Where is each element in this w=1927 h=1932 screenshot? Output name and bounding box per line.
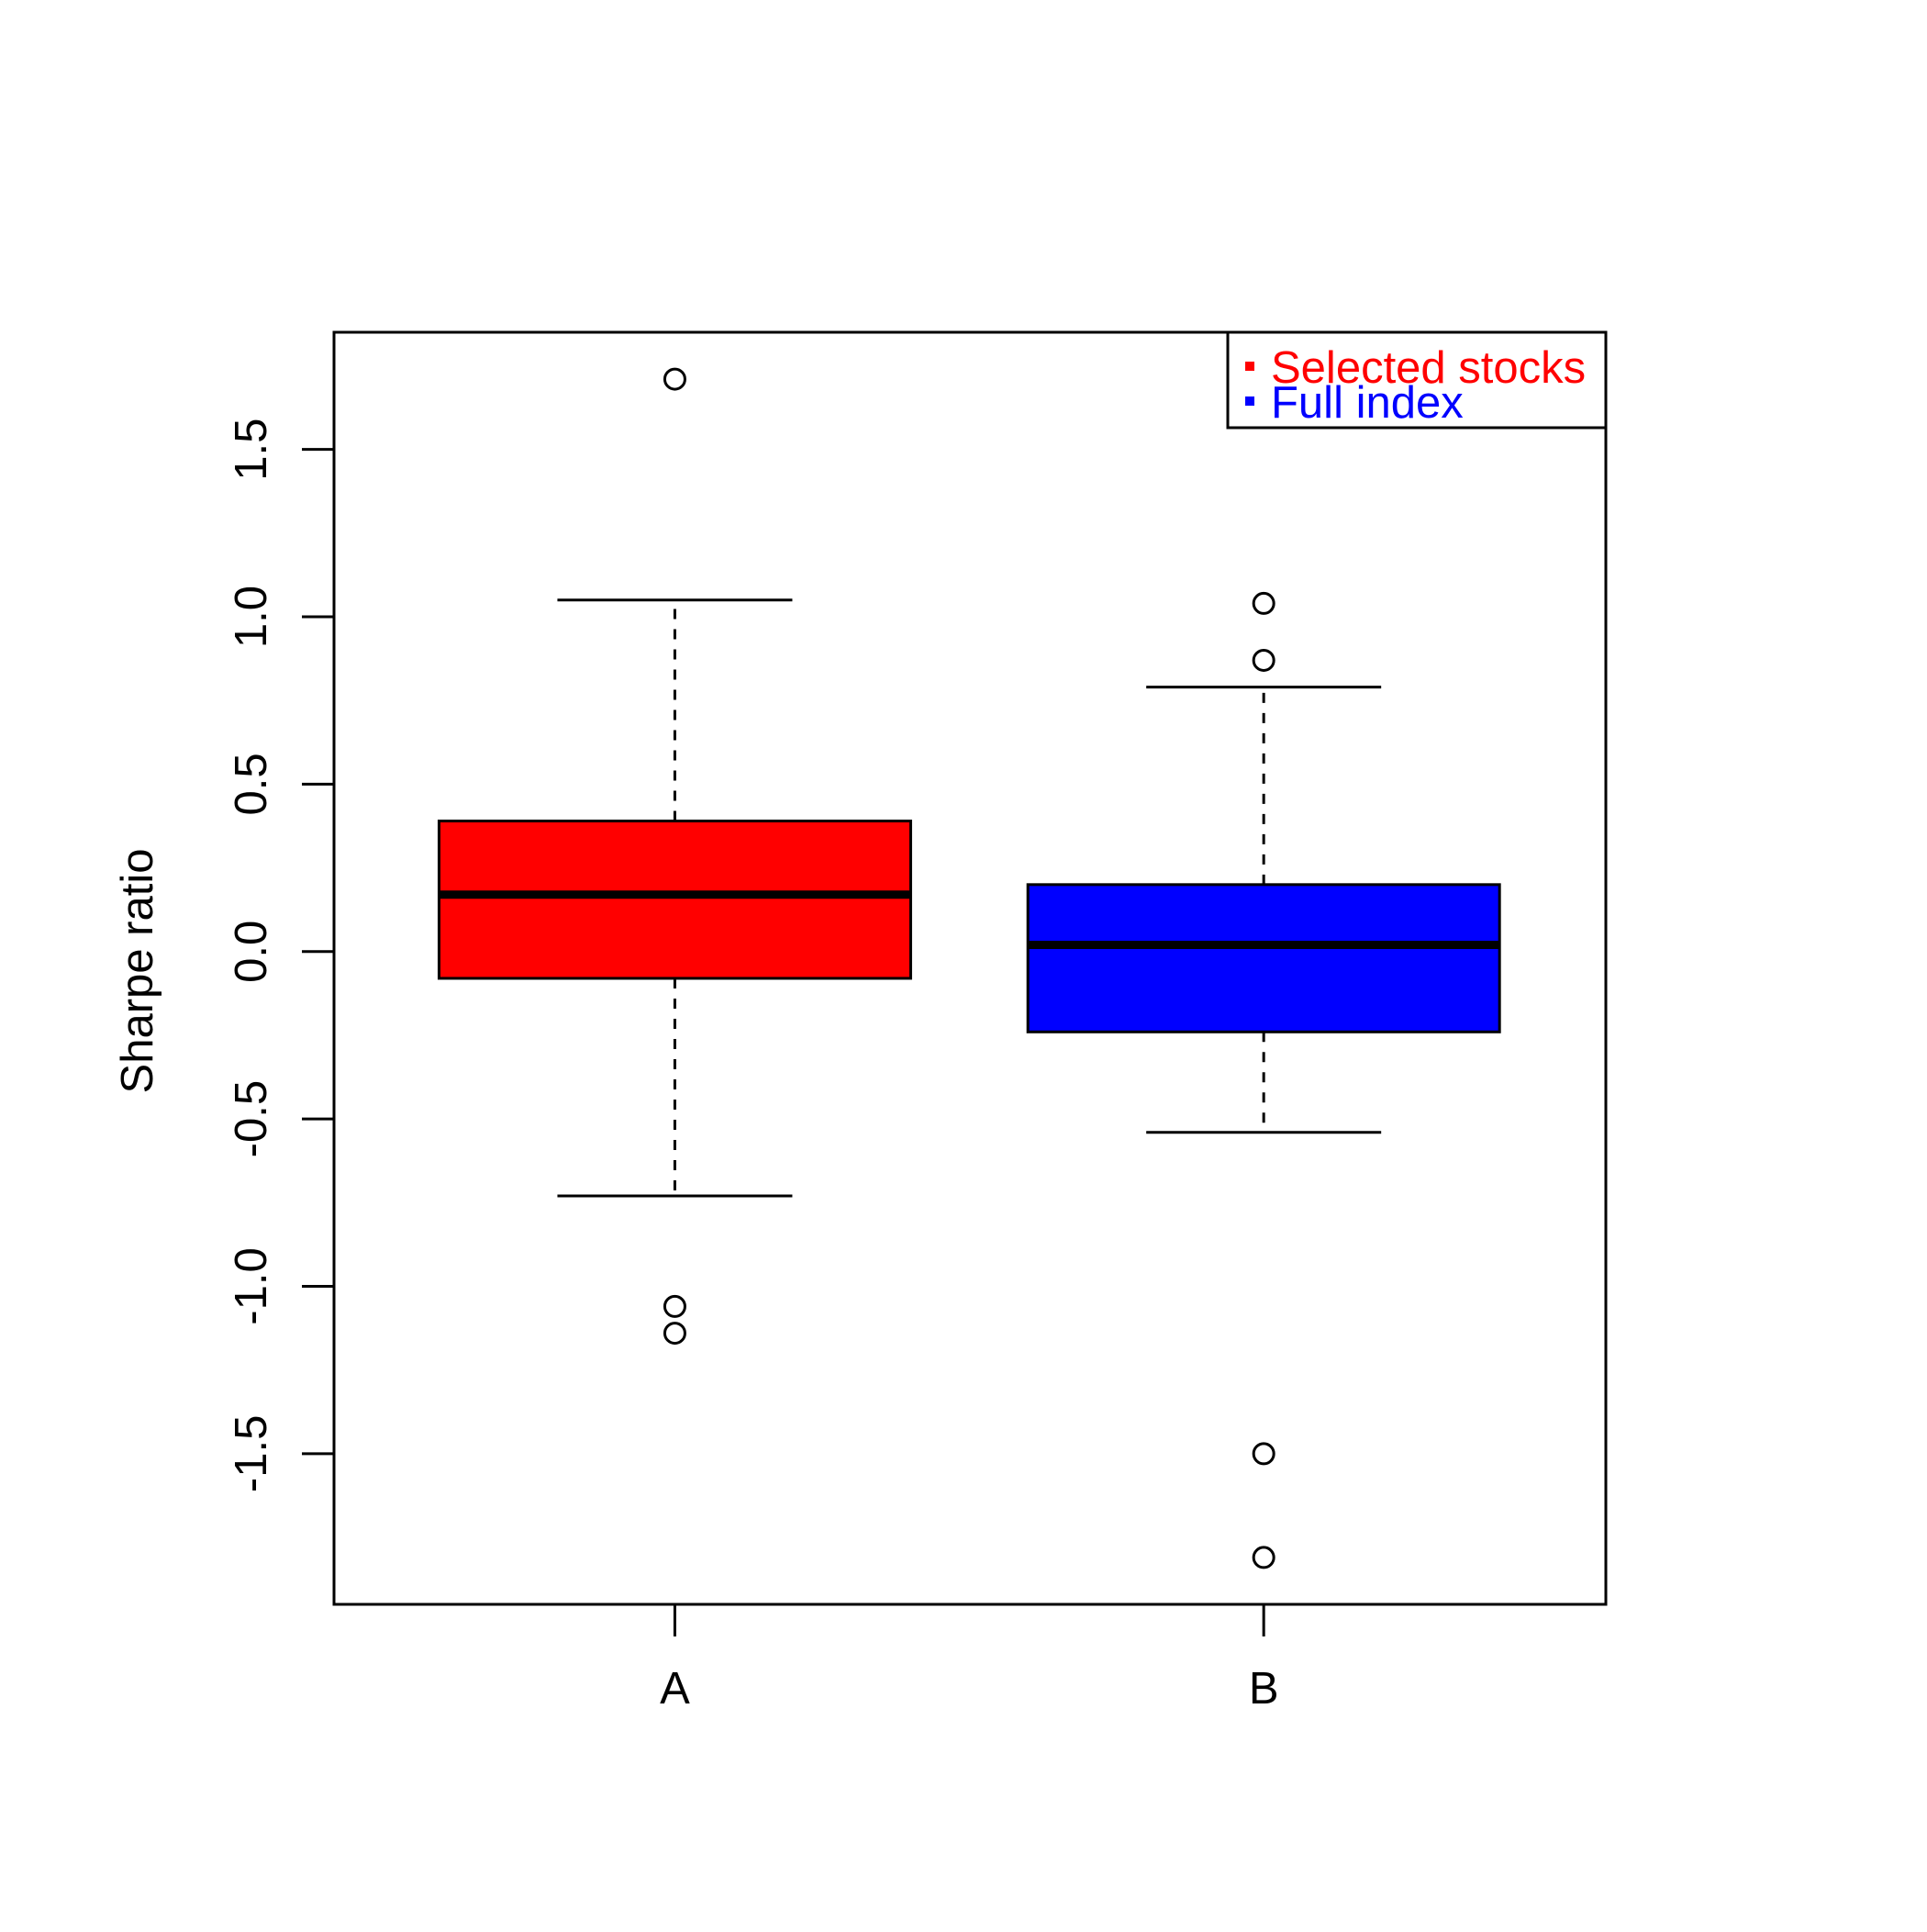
axis-layer: -1.5 -1.0 -0.5 0.0 0.5 1.0 1.5 A B (227, 330, 1608, 1714)
y-tick-label: 1.0 (227, 586, 276, 648)
box-group-A (437, 367, 912, 1346)
y-tick-label: 0.0 (227, 921, 276, 983)
y-tick-label: 1.5 (227, 419, 276, 481)
legend-label: Full index (1271, 378, 1464, 428)
box-B (1026, 883, 1501, 1033)
x-tick-label: B (1249, 1664, 1279, 1714)
legend-swatch (1245, 396, 1254, 406)
y-tick-label: -1.0 (227, 1247, 276, 1324)
y-axis-label: Sharpe ratio (113, 849, 162, 1094)
outlier-point (663, 1294, 686, 1318)
x-tick-label: A (660, 1664, 690, 1714)
outlier-point (663, 367, 686, 391)
plot-layer (437, 367, 1501, 1569)
legend-box (1226, 330, 1608, 430)
outlier-point (1252, 1546, 1275, 1569)
legend-swatch (1245, 362, 1254, 371)
plot-frame (332, 330, 1608, 1606)
box-group-B (1026, 591, 1501, 1569)
y-tick-label: 0.5 (227, 753, 276, 815)
y-tick-label: -1.5 (227, 1415, 276, 1492)
outlier-point (1252, 648, 1275, 672)
outlier-point (1252, 591, 1275, 615)
box-A (437, 820, 912, 980)
legend-label: Selected stocks (1271, 343, 1586, 393)
y-tick-label: -0.5 (227, 1080, 276, 1157)
outlier-point (663, 1322, 686, 1346)
outlier-point (1252, 1442, 1275, 1466)
